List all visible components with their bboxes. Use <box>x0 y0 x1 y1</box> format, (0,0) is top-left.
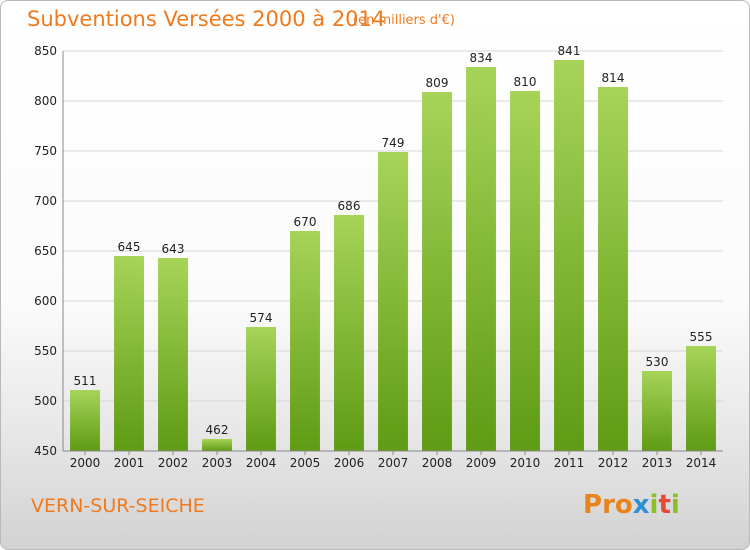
bar-2008 <box>422 92 452 451</box>
logo-letter: P <box>583 490 603 520</box>
x-tick-label: 2010 <box>510 456 541 470</box>
x-tick-label: 2005 <box>290 456 321 470</box>
y-tick-label: 450 <box>34 444 57 458</box>
logo-letter: r <box>602 490 615 520</box>
bar-2003 <box>202 439 232 451</box>
bar-2000 <box>70 390 100 451</box>
data-label-2009: 834 <box>470 51 493 65</box>
x-tick-label: 2001 <box>114 456 145 470</box>
data-label-2013: 530 <box>646 355 669 369</box>
bar-2006 <box>334 215 364 451</box>
x-tick-label: 2011 <box>554 456 585 470</box>
logo-letter: i <box>649 490 659 520</box>
data-label-2011: 841 <box>558 44 581 58</box>
y-tick-label: 750 <box>34 144 57 158</box>
x-tick-label: 2007 <box>378 456 409 470</box>
data-label-2005: 670 <box>294 215 317 229</box>
x-tick-label: 2003 <box>202 456 233 470</box>
data-label-2010: 810 <box>514 75 537 89</box>
x-tick-label: 2012 <box>598 456 629 470</box>
x-tick-label: 2013 <box>642 456 673 470</box>
bar-2004 <box>246 327 276 451</box>
x-tick-label: 2002 <box>158 456 189 470</box>
bar-2002 <box>158 258 188 451</box>
logo-letter: o <box>614 490 633 520</box>
logo-letter: t <box>658 490 671 520</box>
x-tick-label: 2000 <box>70 456 101 470</box>
data-label-2004: 574 <box>250 311 273 325</box>
data-label-2008: 809 <box>426 76 449 90</box>
bar-2001 <box>114 256 144 451</box>
data-label-2000: 511 <box>74 374 97 388</box>
proxiti-logo[interactable]: Proxiti <box>583 490 680 520</box>
bar-2005 <box>290 231 320 451</box>
y-tick-label: 850 <box>34 44 57 58</box>
x-tick-label: 2014 <box>686 456 717 470</box>
y-tick-label: 500 <box>34 394 57 408</box>
y-tick-label: 600 <box>34 294 57 308</box>
logo-letter: i <box>670 490 680 520</box>
chart-title: Subventions Versées 2000 à 2014 <box>27 7 386 31</box>
logo-letter: x <box>632 490 650 520</box>
data-label-2014: 555 <box>690 330 713 344</box>
bar-2011 <box>554 60 584 451</box>
x-tick-label: 2006 <box>334 456 365 470</box>
chart-subtitle: (en milliers d'€) <box>353 13 455 28</box>
y-tick-label: 550 <box>34 344 57 358</box>
bar-2014 <box>686 346 716 451</box>
x-tick-label: 2004 <box>246 456 277 470</box>
bar-2007 <box>378 152 408 451</box>
y-tick-label: 650 <box>34 244 57 258</box>
bar-2010 <box>510 91 540 451</box>
y-tick-label: 700 <box>34 194 57 208</box>
y-tick-label: 800 <box>34 94 57 108</box>
bar-2012 <box>598 87 628 451</box>
data-label-2001: 645 <box>118 240 141 254</box>
bar-2013 <box>642 371 672 451</box>
data-label-2003: 462 <box>206 423 229 437</box>
data-label-2006: 686 <box>338 199 361 213</box>
x-tick-label: 2008 <box>422 456 453 470</box>
data-label-2002: 643 <box>162 242 185 256</box>
x-tick-label: 2009 <box>466 456 497 470</box>
data-label-2012: 814 <box>602 71 625 85</box>
place-name: VERN-SUR-SEICHE <box>31 495 205 517</box>
bar-2009 <box>466 67 496 451</box>
data-label-2007: 749 <box>382 136 405 150</box>
